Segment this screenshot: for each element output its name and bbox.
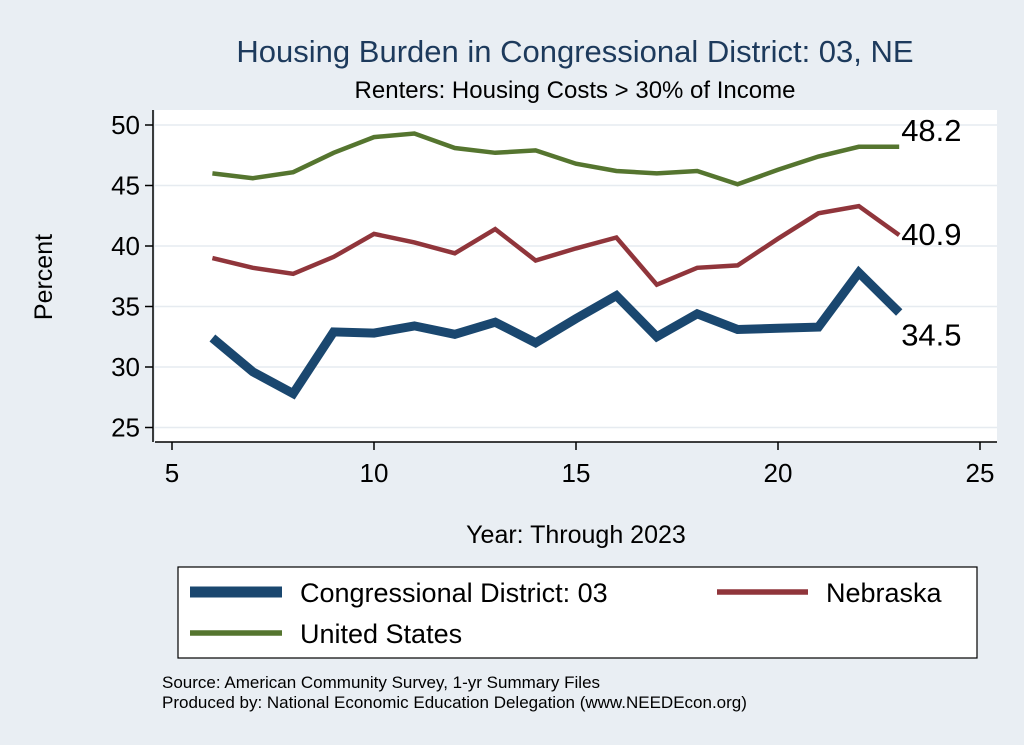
legend-label-nebraska: Nebraska (826, 578, 943, 608)
x-tick-label: 25 (966, 458, 995, 488)
source-note: Source: American Community Survey, 1-yr … (162, 673, 600, 692)
x-tick-label: 15 (562, 458, 591, 488)
producer-note: Produced by: National Economic Education… (162, 693, 747, 712)
legend: Congressional District: 03 Nebraska Unit… (177, 566, 978, 659)
x-ticks: 5 10 15 20 25 (165, 442, 995, 488)
series-line-district (209, 265, 903, 400)
legend-box (177, 566, 978, 659)
series-line-united-states (212, 131, 900, 187)
x-tick-label: 20 (764, 458, 793, 488)
y-axis-label: Percent (30, 234, 58, 320)
x-tick-label: 10 (360, 458, 389, 488)
end-labels: 34.5 40.9 48.2 (901, 113, 961, 353)
x-axis-label: Year: Through 2023 (466, 521, 686, 549)
chart-title: Housing Burden in Congressional District… (236, 34, 913, 69)
end-label-nebraska: 40.9 (901, 217, 961, 252)
series-line-nebraska (211, 203, 901, 288)
x-tick-label: 5 (165, 458, 179, 488)
series-lines (209, 131, 903, 400)
y-ticks: 25 30 35 40 45 50 (111, 110, 153, 443)
chart-subtitle: Renters: Housing Costs > 30% of Income (355, 77, 796, 104)
y-tick-label: 40 (111, 231, 140, 261)
y-tick-label: 45 (111, 171, 140, 201)
y-tick-label: 30 (111, 352, 140, 382)
legend-label-district: Congressional District: 03 (300, 578, 608, 608)
end-label-united-states: 48.2 (901, 113, 961, 148)
legend-label-united-states: United States (300, 619, 462, 649)
y-tick-label: 35 (111, 292, 140, 322)
y-tick-label: 50 (111, 110, 140, 140)
y-tick-label: 25 (111, 413, 140, 443)
end-label-district: 34.5 (901, 318, 961, 353)
gridlines (155, 124, 997, 429)
